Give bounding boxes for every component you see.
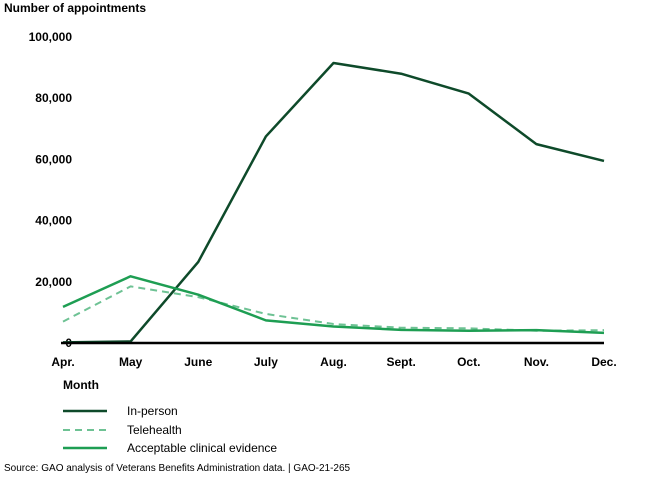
x-tick-label: Nov. [524,355,549,369]
legend-swatch-in-person [63,410,107,413]
x-tick-label: May [119,355,143,369]
x-tick-label: June [184,355,212,369]
legend-swatch-acceptable-clinical-evidence [63,447,107,450]
legend-item-telehealth: Telehealth [63,421,277,440]
legend-label: Telehealth [127,422,182,437]
y-tick-label: 60,000 [35,152,72,166]
x-tick-label: July [254,355,278,369]
legend-label: Acceptable clinical evidence [127,441,278,456]
y-tick-label: 20,000 [35,275,72,289]
legend: In-person Telehealth Acceptable clinical… [63,402,277,458]
x-tick-label: Apr. [51,355,74,369]
x-axis-title: Month [63,378,99,392]
series-line-in-person [62,61,605,344]
legend-item-in-person: In-person [63,402,277,421]
source-note: Source: GAO analysis of Veterans Benefit… [4,463,351,474]
x-tick-label: Oct. [457,355,480,369]
y-axis-title: Number of appointments [4,1,147,15]
y-tick-label: 40,000 [35,214,72,228]
legend-label: In-person [127,404,178,419]
y-tick-label: 100,000 [29,30,73,44]
x-tick-label: Aug. [320,355,347,369]
series-layer [62,61,605,344]
x-tick-label: Sept. [386,355,415,369]
y-tick-label: 80,000 [35,91,72,105]
x-tick-label: Dec. [591,355,616,369]
series-line-acceptable-clinical-evidence [62,275,605,335]
legend-swatch-telehealth [63,428,107,431]
x-axis-ticks: Apr. May June July Aug. Sept. Oct. Nov. Dec. [51,355,616,369]
series-line-telehealth [62,285,605,332]
legend-item-acceptable-clinical-evidence: Acceptable clinical evidence [63,439,277,458]
